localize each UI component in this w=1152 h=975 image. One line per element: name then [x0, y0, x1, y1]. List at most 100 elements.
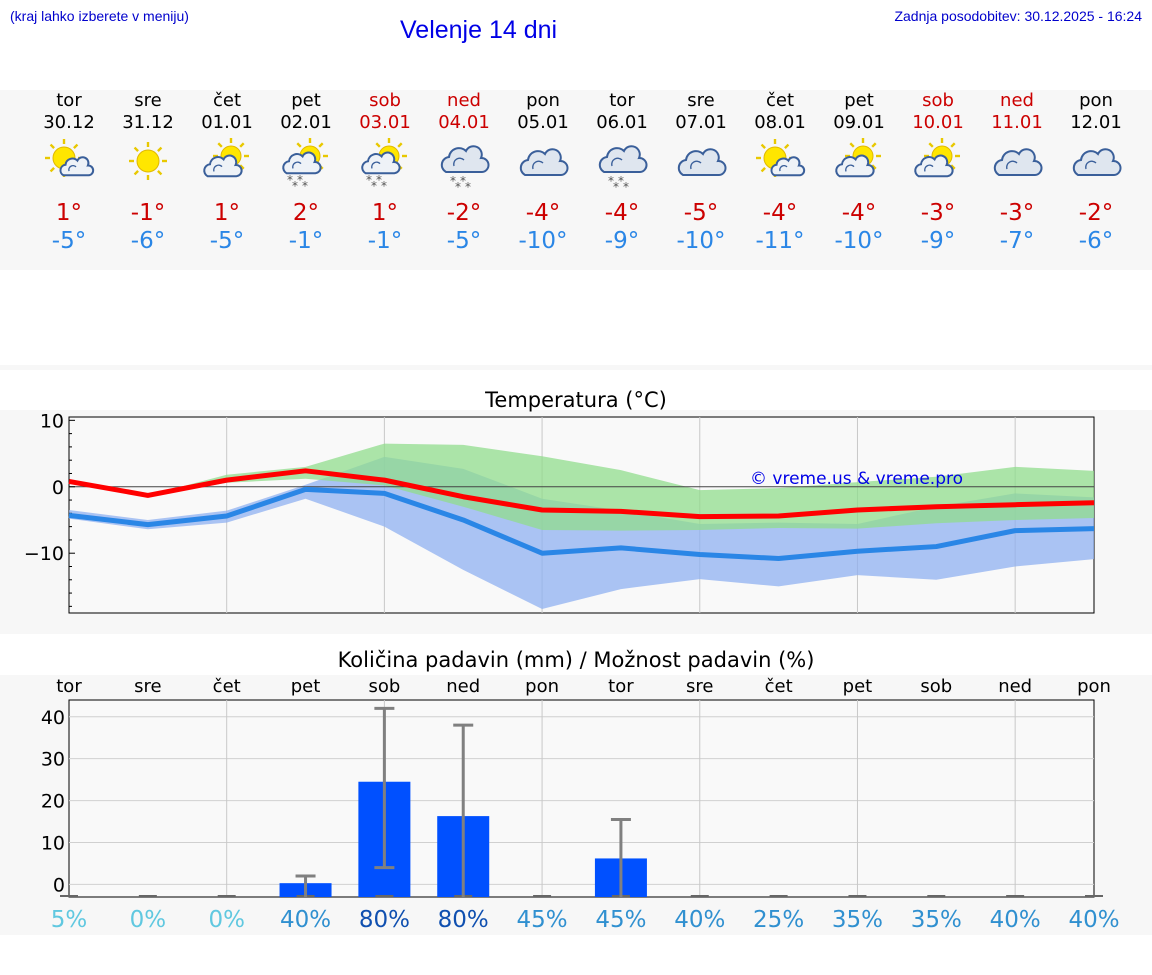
temp-max: -3° — [920, 200, 956, 226]
precipitation-probability: 45% — [595, 907, 646, 933]
svg-text:*: * — [608, 174, 614, 188]
day-date: 09.01 — [833, 112, 885, 133]
sun-cloud-icon — [45, 139, 95, 177]
chart-watermark: © vreme.us & vreme.pro — [750, 469, 963, 489]
svg-text:*: * — [376, 173, 382, 187]
last-updated: Zadnja posodobitev: 30.12.2025 - 16:24 — [894, 8, 1142, 24]
svg-text:*: * — [371, 179, 377, 191]
day-date: 10.01 — [912, 112, 964, 133]
sun-icon — [129, 142, 167, 180]
day-date: 11.01 — [991, 112, 1043, 133]
precipitation-probability: 45% — [517, 907, 568, 933]
day-name: pet — [291, 90, 321, 111]
cloud-snow-icon: * ** * — [598, 145, 648, 191]
cloud-icon — [1072, 148, 1122, 176]
temp-max: -2° — [1078, 200, 1114, 226]
temp-max-line — [68, 468, 1095, 520]
day-name: ned — [1000, 90, 1034, 111]
day-date: 01.01 — [201, 112, 253, 133]
day-name: pon — [526, 90, 560, 111]
x-category-label: pon — [1077, 676, 1111, 697]
day-date: 03.01 — [359, 112, 411, 133]
temp-max: -4° — [604, 200, 640, 226]
precipitation-probability: 35% — [911, 907, 962, 933]
x-category-label: sre — [134, 676, 161, 697]
precipitation-probability: 5% — [51, 907, 88, 933]
day-name: pet — [844, 90, 874, 111]
svg-text:*: * — [366, 173, 372, 187]
cloud-icon — [677, 148, 727, 176]
temp-min: -1° — [367, 228, 403, 254]
y-tick-label: 40 — [41, 707, 65, 729]
temp-min: -10° — [518, 228, 568, 254]
sun-cloud-icon — [756, 139, 806, 177]
temp-min: -9° — [920, 228, 956, 254]
temp-max: 2° — [292, 200, 320, 226]
day-date: 31.12 — [122, 112, 174, 133]
x-category-label: sob — [920, 676, 952, 697]
precipitation-probability: 80% — [438, 907, 489, 933]
y-tick-label: 10 — [40, 410, 64, 432]
day-name: tor — [609, 90, 635, 111]
temp-min: -10° — [676, 228, 726, 254]
temperature-chart: 10 0 −10 © vreme.us & vreme.pro — [24, 410, 1095, 614]
sun-behind-cloud-icon — [914, 138, 960, 178]
cloud-icon — [993, 148, 1043, 176]
precipitation-probability: 40% — [280, 907, 331, 933]
sun-behind-cloud-icon — [203, 138, 249, 178]
sun-behind-cloud-icon — [835, 138, 881, 178]
temp-max: 1° — [213, 200, 241, 226]
day-name: tor — [56, 90, 82, 111]
temp-min: -7° — [999, 228, 1035, 254]
temp-min: -11° — [755, 228, 805, 254]
day-date: 06.01 — [596, 112, 648, 133]
precipitation-probability: 0% — [130, 907, 167, 933]
svg-text:*: * — [465, 180, 471, 191]
y-tick-label: 0 — [53, 874, 65, 896]
temp-max: -4° — [841, 200, 877, 226]
day-name: čet — [212, 90, 242, 111]
cloud-snow-icon: * ** * — [440, 145, 490, 191]
precipitation-chart-title: Količina padavin (mm) / Možnost padavin … — [337, 648, 815, 672]
x-category-label: pet — [291, 676, 321, 697]
day-date: 08.01 — [754, 112, 806, 133]
day-date: 30.12 — [43, 112, 95, 133]
temp-min: -1° — [288, 228, 324, 254]
precipitation-chart: tor sre čet pet sob ned pon tor sre čet pet sob ned p… — [41, 676, 1120, 933]
x-category-label: sre — [686, 676, 713, 697]
day-date: 02.01 — [280, 112, 332, 133]
svg-text:*: * — [302, 179, 308, 191]
temp-min: -5° — [51, 228, 87, 254]
cloud-icon — [519, 148, 569, 176]
temp-max: -3° — [999, 200, 1035, 226]
svg-text:*: * — [613, 180, 619, 191]
temp-max: -4° — [525, 200, 561, 226]
y-tick-label: 10 — [41, 833, 65, 855]
svg-text:*: * — [623, 180, 629, 191]
temp-min: -6° — [1078, 228, 1114, 254]
precipitation-probability: 25% — [753, 907, 804, 933]
precipitation-probability: 40% — [990, 907, 1041, 933]
min-range-band — [69, 456, 1094, 610]
svg-text:*: * — [297, 173, 303, 187]
chart-band-temperature — [0, 365, 1152, 370]
temp-max: 1° — [55, 200, 83, 226]
temp-min-line — [68, 486, 1095, 562]
day-name: ned — [447, 90, 481, 111]
temp-min: -6° — [130, 228, 166, 254]
day-date: 07.01 — [675, 112, 727, 133]
temp-min: -9° — [604, 228, 640, 254]
y-tick-label: −10 — [24, 543, 64, 565]
forecast-band — [0, 90, 1152, 270]
precipitation-probability: 40% — [674, 907, 725, 933]
temp-max: -2° — [446, 200, 482, 226]
temp-max: 1° — [371, 200, 399, 226]
sun-cloud-snow-icon: * ** * — [282, 138, 328, 191]
day-name: sre — [687, 90, 715, 111]
x-category-label: čet — [765, 676, 793, 697]
day-date: 12.01 — [1070, 112, 1122, 133]
precipitation-probability: 0% — [208, 907, 245, 933]
x-category-label: pet — [843, 676, 873, 697]
svg-text:*: * — [287, 173, 293, 187]
y-tick-label: 0 — [52, 477, 64, 499]
